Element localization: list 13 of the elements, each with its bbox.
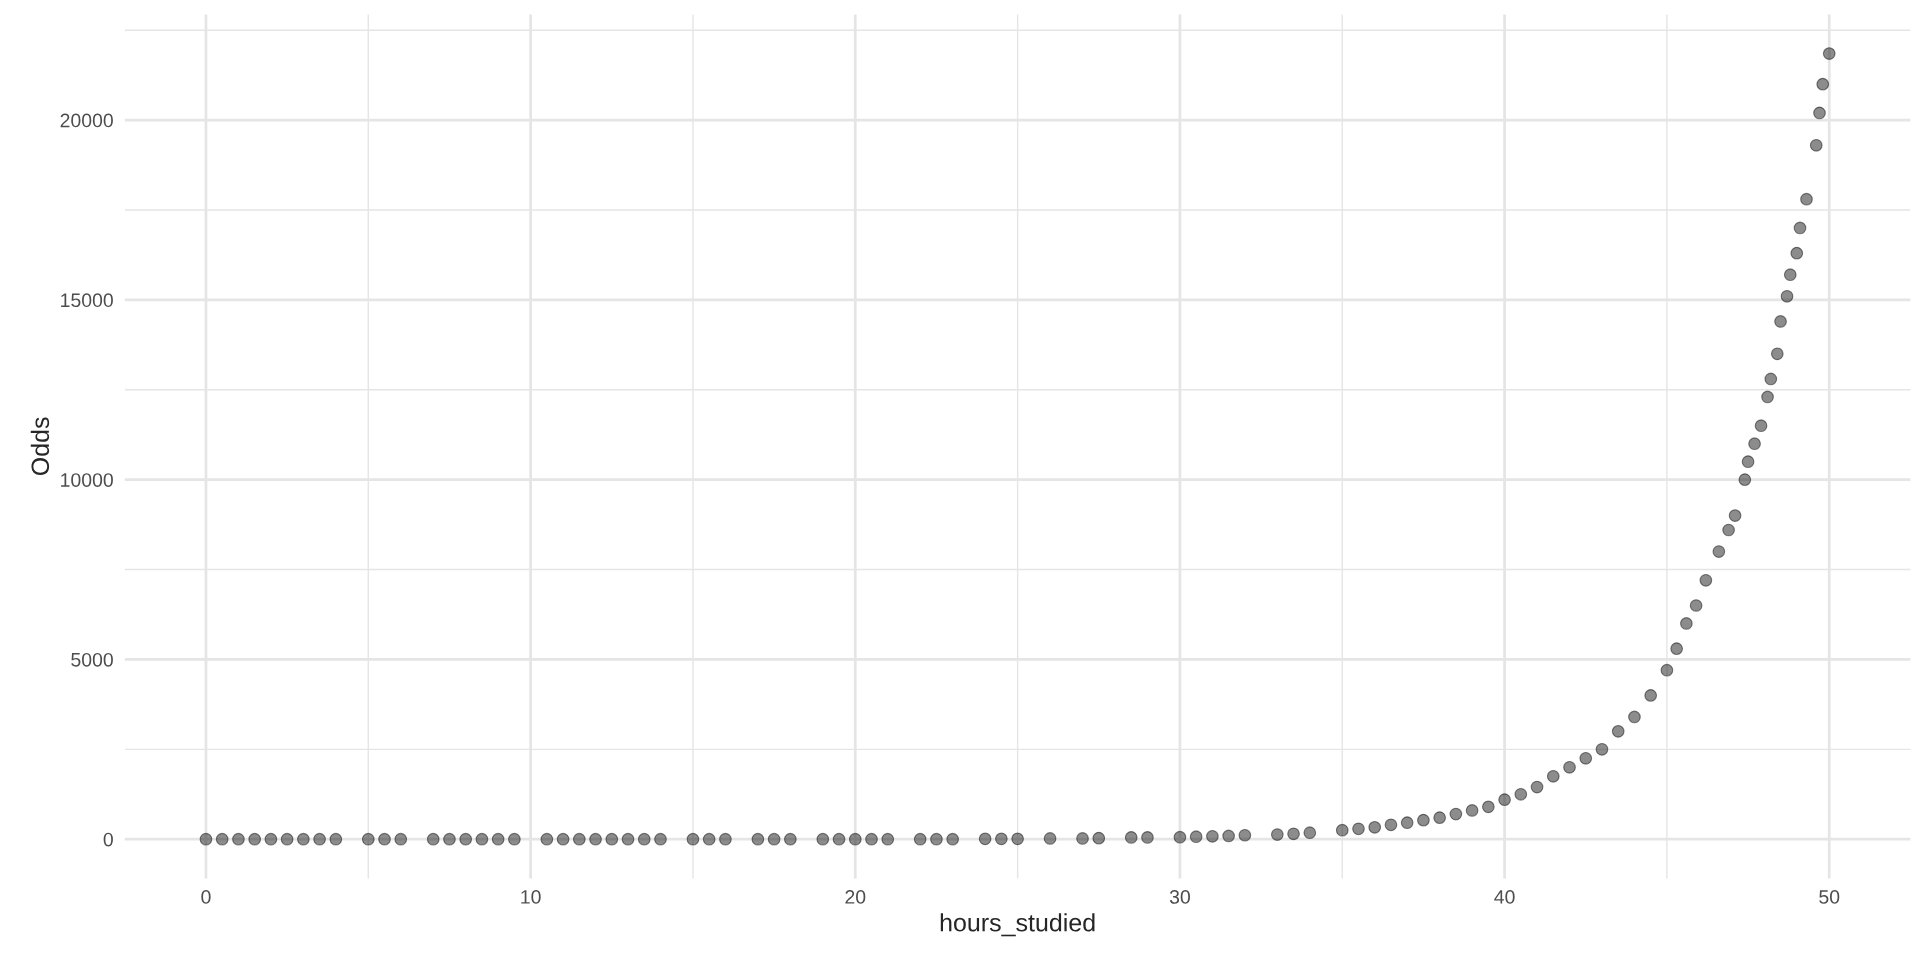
x-tick-label: 10 [521,890,541,904]
x-tick-label: 30 [1169,890,1190,904]
x-tick-label: 50 [1819,890,1840,904]
y-tick-label: 10000 [61,473,113,487]
x-axis-title: hours_studied [940,913,1095,937]
y-tick-label: 20000 [60,113,113,128]
x-tick-label: 0 [201,890,211,904]
y-tick-label: 0 [103,832,113,847]
x-tick-label: 40 [1494,890,1515,904]
y-tick-label: 15000 [61,293,113,308]
y-axis-title: Odds [30,417,50,476]
x-tick-label: 20 [845,890,866,904]
y-tick-label: 5000 [71,652,113,667]
